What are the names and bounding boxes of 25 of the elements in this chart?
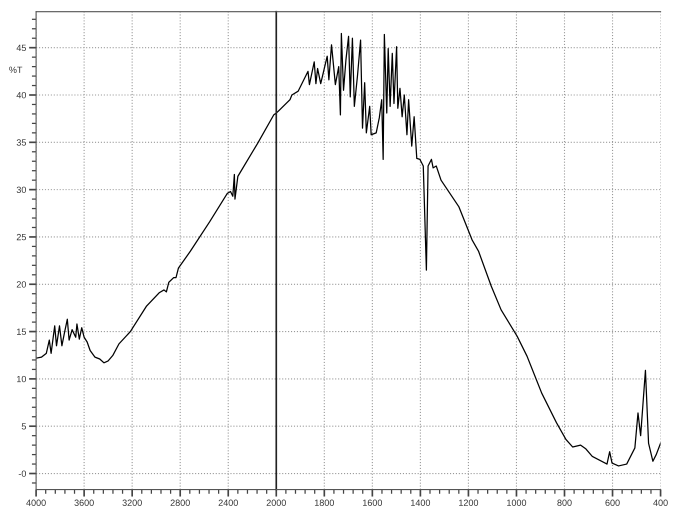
x-tick-label: 600 <box>605 500 620 506</box>
x-tick-label: 2400 <box>218 500 238 506</box>
x-tick-label: 3200 <box>122 500 142 506</box>
y-tick-label: 40 <box>16 92 26 98</box>
x-tick-label: 1600 <box>363 500 382 506</box>
y-axis-title: %T <box>9 66 22 73</box>
y-tick-label: 35 <box>16 139 26 146</box>
y-tick-label: 25 <box>16 234 26 240</box>
y-tick-label: 15 <box>17 328 26 335</box>
y-tick-label: 45 <box>16 44 26 52</box>
y-tick-label: 30 <box>16 186 26 193</box>
y-tick-label: 10 <box>17 376 26 382</box>
x-tick-label: 2800 <box>170 500 190 506</box>
x-tick-label: 3600 <box>74 500 94 506</box>
x-tick-label: 800 <box>557 500 572 506</box>
x-tick-label: 2000 <box>266 500 286 506</box>
x-tick-label: 400 <box>653 500 668 506</box>
x-tick-label: 4000 <box>26 500 46 506</box>
x-tick-label: 1400 <box>411 500 430 506</box>
y-tick-label: 20 <box>16 281 26 288</box>
x-tick-label: 1800 <box>314 500 334 506</box>
y-tick-label: 5 <box>22 423 26 430</box>
y-tick-label: -0 <box>18 470 26 477</box>
x-tick-label: 1200 <box>459 500 478 506</box>
x-tick-label: 1000 <box>507 500 526 506</box>
